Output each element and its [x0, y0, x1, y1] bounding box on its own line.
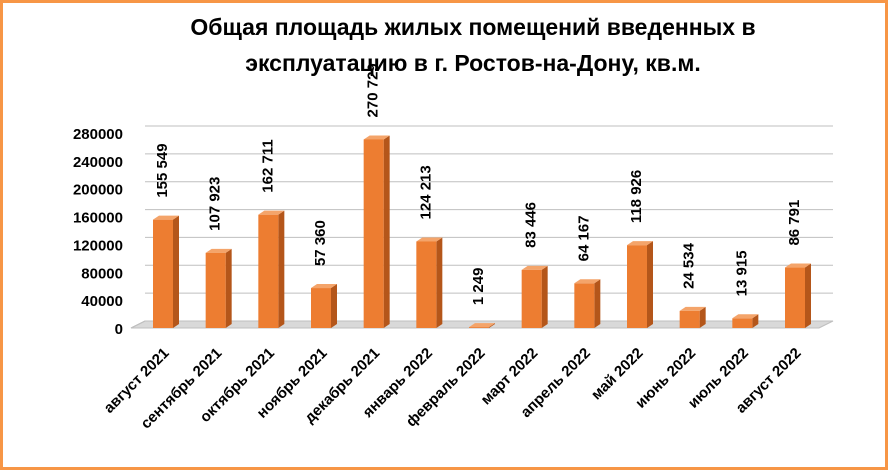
bar	[627, 245, 647, 328]
value-label: 1 249	[470, 268, 487, 306]
bar-side	[331, 284, 337, 328]
bar	[153, 219, 173, 328]
bar-side	[805, 263, 811, 328]
y-tick-label: 160000	[73, 210, 123, 227]
y-tick-label: 120000	[73, 237, 123, 254]
value-label: 86 791	[786, 200, 803, 246]
value-label: 162 711	[259, 139, 276, 192]
value-label: 118 926	[628, 170, 645, 223]
bar-top	[521, 265, 548, 270]
wall-edge	[130, 320, 146, 329]
value-label: 155 549	[154, 143, 171, 197]
chart: 0 40000 80000 120000 160000 200000 240000 28000…	[73, 63, 834, 432]
bar-top	[469, 323, 495, 328]
y-tick-label: 240000	[73, 154, 123, 171]
y-tick-label: 0	[115, 321, 123, 338]
y-tick-label: 280000	[73, 126, 123, 143]
bar	[521, 269, 542, 328]
value-label: 57 360	[312, 220, 329, 266]
bar-side	[752, 314, 759, 328]
bar-side	[647, 241, 653, 328]
bar-top	[153, 215, 179, 220]
bar	[416, 241, 437, 328]
bar-side	[699, 306, 706, 328]
y-tick-label: 80000	[81, 265, 123, 282]
bar	[258, 214, 279, 328]
value-label: 64 167	[575, 215, 592, 261]
bar	[363, 139, 384, 328]
bar	[574, 283, 595, 328]
bar-side	[383, 135, 390, 328]
y-tick-label: 40000	[81, 293, 123, 310]
bar	[205, 252, 226, 328]
value-label: 270 729	[365, 63, 382, 117]
bar	[469, 327, 489, 328]
bar-side	[278, 210, 285, 328]
bar-top	[732, 314, 759, 319]
value-label: 124 213	[417, 165, 434, 219]
bar-top	[785, 263, 811, 268]
bar-side	[489, 323, 495, 328]
value-label: 24 534	[681, 242, 698, 289]
bar-top	[258, 210, 285, 215]
value-label: 13 915	[733, 250, 750, 296]
bar-top	[679, 306, 706, 311]
bar-top	[416, 237, 443, 242]
bar-top	[363, 135, 390, 140]
bar-side	[173, 215, 179, 328]
value-label: 107 923	[207, 177, 224, 231]
bar	[785, 267, 805, 328]
chart-title: Общая площадь жилых помещений введенных …	[190, 14, 756, 76]
bar-side	[436, 237, 443, 328]
bar-top	[627, 241, 653, 246]
bar-side	[541, 265, 548, 328]
bar-top	[311, 284, 337, 289]
value-label: 83 446	[523, 202, 540, 248]
bar-top	[574, 279, 601, 284]
bar-top	[205, 248, 232, 253]
y-tick-label: 200000	[73, 182, 123, 199]
bar	[679, 310, 700, 328]
bar	[732, 318, 753, 328]
bar-side	[594, 279, 601, 328]
bar-side	[225, 248, 232, 328]
bar	[311, 288, 331, 328]
